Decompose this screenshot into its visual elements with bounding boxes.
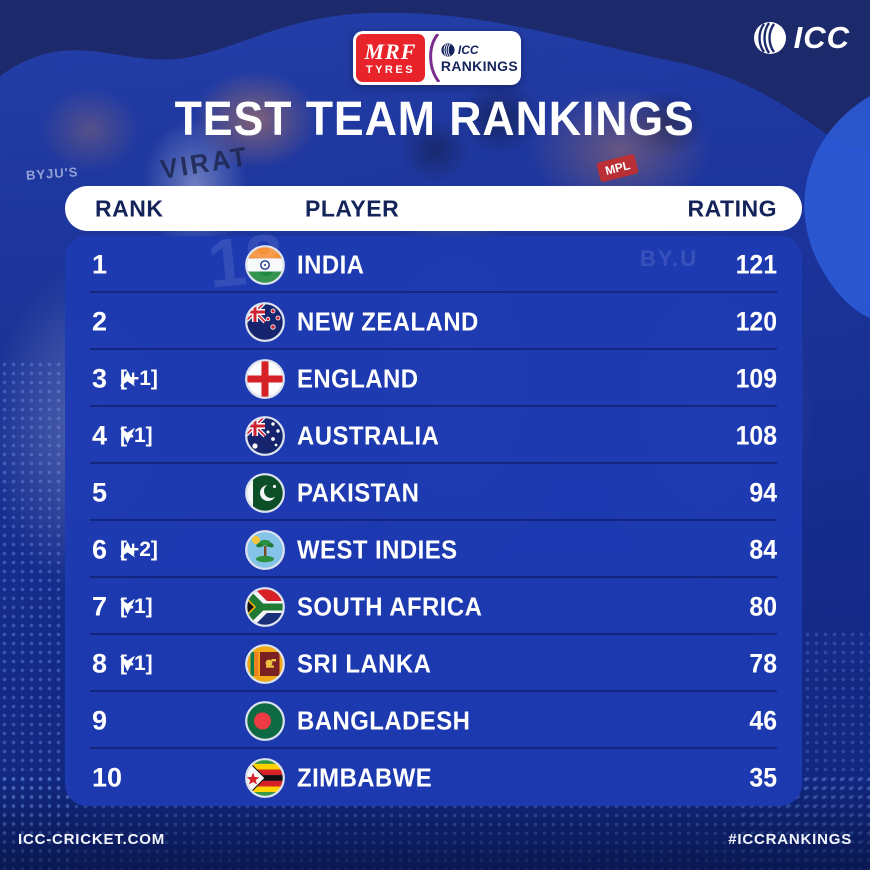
table-row: 9 BANGLADESH 46	[65, 692, 802, 749]
rank-cell: 3	[92, 363, 108, 393]
rating-value: 108	[735, 420, 777, 450]
team-name: NEW ZEALAND	[297, 306, 479, 336]
england-flag-icon	[245, 358, 285, 399]
table-body: 1 INDIA 121 2 NEW ZEALAND 120 3 [+1] ENG…	[65, 236, 802, 806]
zimbabwe-flag-icon	[245, 757, 285, 798]
rank-cell: 8	[92, 648, 108, 678]
pakistan-flag-icon	[245, 472, 285, 513]
team-name: ZIMBABWE	[297, 762, 433, 792]
south-africa-flag-icon	[245, 586, 285, 627]
rank-column-header: RANK	[95, 195, 164, 221]
icc-logo: ICC	[753, 20, 850, 56]
rating-value: 120	[735, 306, 777, 336]
team-name: ENGLAND	[297, 363, 419, 393]
team-name: SOUTH AFRICA	[297, 591, 483, 621]
rating-column-header: RATING	[687, 195, 777, 221]
rank-cell: 1	[92, 249, 108, 279]
icc-ball-icon	[441, 43, 455, 57]
hashtag: #ICCRANKINGS	[728, 831, 852, 848]
rating-value: 46	[749, 705, 777, 735]
rating-value: 78	[749, 648, 777, 678]
movement-label: [-1]	[120, 423, 153, 447]
table-row: 5 PAKISTAN 94	[65, 464, 802, 521]
mrf-wordmark: MRF	[364, 38, 417, 64]
team-name: WEST INDIES	[297, 534, 458, 564]
rating-value: 84	[749, 534, 777, 564]
icc-wordmark: ICC	[793, 20, 850, 55]
rating-value: 80	[749, 591, 777, 621]
australia-flag-icon	[245, 415, 285, 456]
india-flag-icon	[245, 244, 285, 285]
table-row: 10 ZIMBABWE 35	[65, 749, 802, 806]
movement-label: [+1]	[120, 366, 158, 390]
rank-cell: 2	[92, 306, 108, 336]
sri-lanka-flag-icon	[245, 643, 285, 684]
rank-cell: 9	[92, 705, 108, 735]
rating-value: 35	[749, 762, 777, 792]
icc-rankings-logo: ICC RANKINGS	[425, 34, 518, 82]
rankings-label: RANKINGS	[440, 58, 518, 74]
movement-label: [+2]	[120, 537, 158, 561]
rating-value: 94	[749, 477, 777, 507]
icc-ball-icon	[753, 22, 786, 54]
website-url: ICC-CRICKET.COM	[18, 831, 165, 848]
mrf-icc-rankings-logo: MRF TYRES ICC RANKINGS	[353, 31, 521, 85]
rank-cell: 6	[92, 534, 108, 564]
bangladesh-flag-icon	[245, 700, 285, 741]
table-row: 3 [+1] ENGLAND 109	[65, 350, 802, 407]
icc-small-wordmark: ICC	[457, 43, 479, 57]
rank-cell: 5	[92, 477, 108, 507]
team-name: PAKISTAN	[297, 477, 420, 507]
movement-label: [-1]	[120, 651, 153, 675]
team-name: INDIA	[297, 249, 365, 279]
mrf-tyres-label: TYRES	[365, 63, 416, 76]
team-name: AUSTRALIA	[297, 420, 440, 450]
purple-swirl-icon	[429, 34, 441, 82]
table-row: 7 [-1] SOUTH AFRICA 80	[65, 578, 802, 635]
rank-cell: 10	[92, 762, 123, 792]
west-indies-flag-icon	[245, 529, 285, 570]
table-row: 6 [+2] WEST INDIES 84	[65, 521, 802, 578]
mrf-tyres-logo: MRF TYRES	[356, 34, 425, 82]
table-row: 2 NEW ZEALAND 120	[65, 293, 802, 350]
team-name: SRI LANKA	[297, 648, 432, 678]
rank-cell: 4	[92, 420, 108, 450]
rating-value: 121	[735, 249, 777, 279]
table-row: 8 [-1] SRI LANKA 78	[65, 635, 802, 692]
table-row: 4 [-1] AUSTRALIA 108	[65, 407, 802, 464]
page-title: TEST TEAM RANKINGS	[174, 93, 696, 146]
table-header: RANK PLAYER RATING	[65, 186, 802, 231]
player-column-header: PLAYER	[305, 195, 400, 221]
table-row: 1 INDIA 121	[65, 236, 802, 293]
new-zealand-flag-icon	[245, 301, 285, 342]
team-name: BANGLADESH	[297, 705, 471, 735]
rank-cell: 7	[92, 591, 108, 621]
rating-value: 109	[735, 363, 777, 393]
movement-label: [-1]	[120, 594, 153, 618]
